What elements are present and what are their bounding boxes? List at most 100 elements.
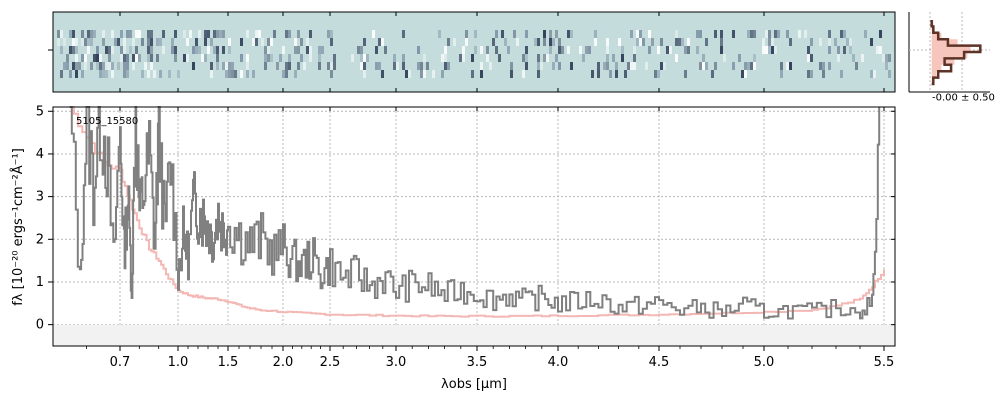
x-tick-label-9: 5.0 bbox=[754, 355, 775, 370]
spectrum-2d-pixel bbox=[126, 70, 129, 78]
spectrum-2d-pixel bbox=[123, 54, 126, 62]
spectrum-2d-pixel bbox=[366, 54, 369, 62]
spectrum-2d-pixel bbox=[645, 62, 648, 70]
spectrum-2d-pixel bbox=[444, 46, 447, 54]
spectrum-2d-pixel bbox=[297, 46, 300, 54]
spectrum-2d-pixel bbox=[222, 46, 225, 54]
spectrum-2d-pixel bbox=[705, 62, 708, 70]
spectrum-2d-pixel bbox=[597, 70, 600, 78]
spectrum-2d-pixel bbox=[204, 30, 207, 38]
spectrum-2d-pixel bbox=[651, 38, 654, 46]
spectrum-2d-pixel bbox=[234, 70, 237, 78]
spectrum-2d-pixel bbox=[552, 62, 555, 70]
spectrum-2d-pixel bbox=[261, 38, 264, 46]
profile-annotation: -0.00 ± 0.50 bbox=[932, 92, 995, 103]
spectrum-2d-pixel bbox=[447, 62, 450, 70]
spectrum-2d-pixel bbox=[285, 62, 288, 70]
spectrum-2d-pixel bbox=[57, 30, 60, 38]
spectrum-2d-pixel bbox=[108, 62, 111, 70]
spectrum-2d-pixel bbox=[786, 62, 789, 70]
spectrum-2d-pixel bbox=[174, 54, 177, 62]
spectrum-2d-pixel bbox=[720, 30, 723, 38]
spectrum-2d-pixel bbox=[843, 46, 846, 54]
spectrum-2d-pixel bbox=[309, 54, 312, 62]
spectrum-2d-pixel bbox=[864, 30, 867, 38]
spectrum-2d-pixel bbox=[240, 54, 243, 62]
spectrum-2d-pixel bbox=[225, 70, 228, 78]
spectrum-2d-pixel bbox=[207, 30, 210, 38]
spectrum-2d-pixel bbox=[201, 54, 204, 62]
spectrum-2d-pixel bbox=[696, 30, 699, 38]
spectrum-2d-pixel bbox=[882, 54, 885, 62]
spectrum-2d-pixel bbox=[108, 54, 111, 62]
spectrum-2d-pixel bbox=[252, 38, 255, 46]
spectrum-2d-pixel bbox=[270, 54, 273, 62]
spectrum-2d-pixel bbox=[321, 46, 324, 54]
spectrum-2d-pixel bbox=[264, 54, 267, 62]
spectrum-2d-pixel bbox=[246, 62, 249, 70]
spectrum-2d-pixel bbox=[444, 62, 447, 70]
spectrum-2d-pixel bbox=[732, 30, 735, 38]
spectrum-2d-pixel bbox=[135, 46, 138, 54]
spectrum-2d-pixel bbox=[96, 46, 99, 54]
spectrum-2d-pixel bbox=[75, 54, 78, 62]
spectrum-2d-pixel bbox=[873, 70, 876, 78]
x-tick-label-7: 4.0 bbox=[548, 355, 569, 370]
spectrum-2d-pixel bbox=[393, 62, 396, 70]
spectrum-2d-pixel bbox=[264, 62, 267, 70]
spectrum-2d-pixel bbox=[252, 70, 255, 78]
spectrum-2d-pixel bbox=[216, 30, 219, 38]
spectrum-2d-pixel bbox=[294, 38, 297, 46]
spectrum-2d-pixel bbox=[810, 54, 813, 62]
spectrum-2d-pixel bbox=[96, 54, 99, 62]
spectrum-2d-pixel bbox=[684, 46, 687, 54]
spectrum-2d-pixel bbox=[765, 46, 768, 54]
spectrum-2d-pixel bbox=[486, 46, 489, 54]
spectrum-2d-pixel bbox=[123, 70, 126, 78]
spectrum-2d-pixel bbox=[606, 46, 609, 54]
y-tick-label-3: 3 bbox=[36, 190, 44, 205]
spectrum-2d-pixel bbox=[240, 38, 243, 46]
spectrum-2d-pixel bbox=[606, 62, 609, 70]
spectrum-2d-pixel bbox=[102, 70, 105, 78]
spectrum-2d-pixel bbox=[213, 46, 216, 54]
spectrum-2d-pixel bbox=[555, 30, 558, 38]
spectrum-2d-pixel bbox=[879, 46, 882, 54]
spectrum-2d-pixel bbox=[90, 30, 93, 38]
spectrum-2d-pixel bbox=[447, 38, 450, 46]
spectrum-2d-pixel bbox=[228, 62, 231, 70]
x-tick-label-2: 1.5 bbox=[218, 355, 239, 370]
panel-profile: -0.00 ± 0.50 bbox=[908, 12, 995, 103]
spectrum-2d-pixel bbox=[117, 62, 120, 70]
spectrum-2d-pixel bbox=[396, 62, 399, 70]
spectrum-2d-pixel bbox=[558, 62, 561, 70]
spectrum-2d-pixel bbox=[594, 38, 597, 46]
spectrum-2d-pixel bbox=[675, 38, 678, 46]
spectrum-2d-pixel bbox=[675, 54, 678, 62]
spectrum-2d-pixel bbox=[774, 30, 777, 38]
spectrum-2d-pixel bbox=[93, 30, 96, 38]
spectrum-2d-pixel bbox=[99, 54, 102, 62]
spectrum-2d-pixel bbox=[72, 30, 75, 38]
spectrum-2d-pixel bbox=[588, 46, 591, 54]
spectrum-2d-pixel bbox=[285, 30, 288, 38]
spectrum-2d-pixel bbox=[222, 30, 225, 38]
spectrum-2d-pixel bbox=[744, 62, 747, 70]
spectrum-2d-pixel bbox=[210, 38, 213, 46]
spectrum-2d-pixel bbox=[78, 62, 81, 70]
spectrum-2d-pixel bbox=[687, 38, 690, 46]
spectrum-2d-pixel bbox=[543, 54, 546, 62]
spectrum-2d-pixel bbox=[195, 46, 198, 54]
spectrum-2d-pixel bbox=[276, 62, 279, 70]
spectrum-2d-pixel bbox=[333, 54, 336, 62]
spectrum-2d-pixel bbox=[264, 46, 267, 54]
spectrum-2d-pixel bbox=[594, 30, 597, 38]
spectrum-2d-pixel bbox=[621, 46, 624, 54]
spectrum-2d-pixel bbox=[810, 38, 813, 46]
spectrum-2d-pixel bbox=[351, 54, 354, 62]
spectrum-2d-pixel bbox=[108, 46, 111, 54]
spectrum-2d-pixel bbox=[861, 54, 864, 62]
spectrum-2d-pixel bbox=[99, 62, 102, 70]
spectrum-2d-pixel bbox=[282, 46, 285, 54]
